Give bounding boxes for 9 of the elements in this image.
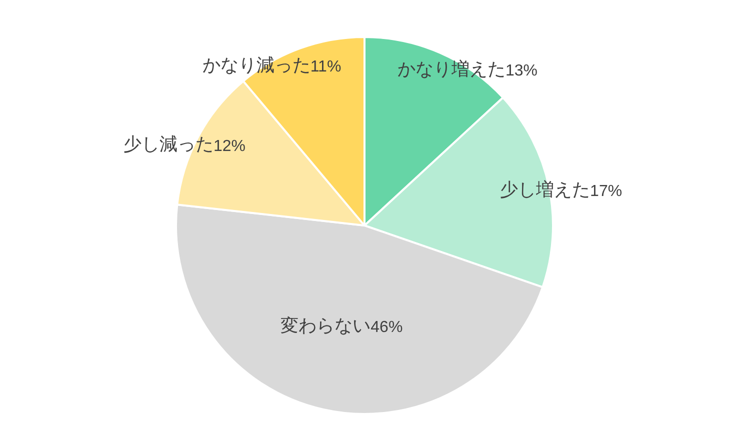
slice-label: 少し減った	[123, 134, 214, 156]
data-label: 13%	[506, 62, 538, 80]
slice-label: 変わらない	[280, 315, 371, 336]
slice-label: かなり増えた	[398, 58, 506, 80]
data-label: 46%	[370, 319, 403, 336]
data-label: 12%	[213, 138, 246, 155]
data-label: 11%	[310, 58, 342, 76]
slice-label: 少し増えた	[500, 179, 590, 200]
data-label: 17%	[590, 183, 622, 200]
